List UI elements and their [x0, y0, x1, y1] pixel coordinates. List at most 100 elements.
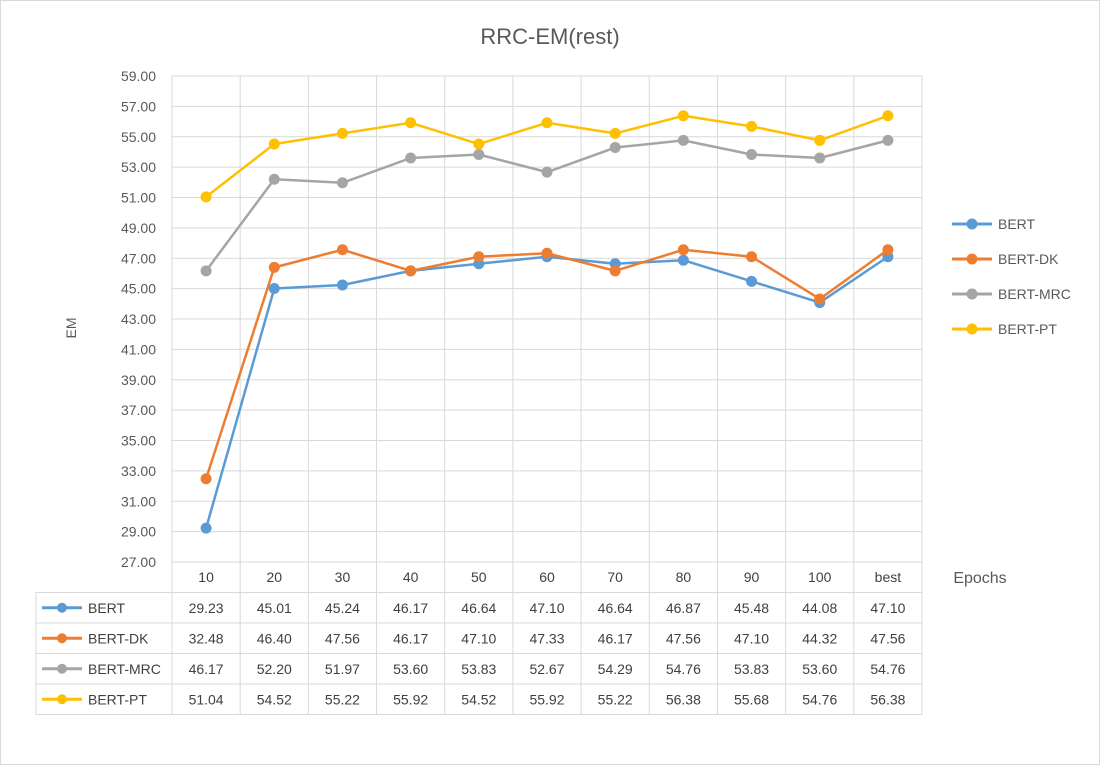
data-point — [814, 134, 826, 146]
data-point — [814, 293, 826, 305]
table-cell: 55.22 — [598, 691, 633, 707]
table-series-key-marker — [57, 633, 67, 644]
table-cell: 55.92 — [529, 691, 564, 707]
x-tick-label: 60 — [539, 569, 555, 585]
y-tick-label: 37.00 — [121, 402, 156, 418]
x-tick-label: 30 — [335, 569, 351, 585]
data-point — [746, 251, 758, 263]
table-cell: 45.48 — [734, 600, 769, 616]
y-tick-label: 29.00 — [121, 524, 156, 540]
table-cell: 47.10 — [529, 600, 564, 616]
data-point — [336, 244, 348, 256]
x-axis-title: Epochs — [953, 570, 1006, 587]
data-point — [200, 265, 212, 277]
table-series-name: BERT-MRC — [88, 661, 161, 677]
legend-key-marker — [966, 253, 978, 265]
legend-label: BERT-PT — [998, 321, 1057, 337]
table-cell: 56.38 — [666, 691, 701, 707]
legend-key-marker — [966, 288, 978, 300]
data-point — [746, 275, 758, 287]
table-cell: 45.01 — [257, 600, 292, 616]
data-point — [609, 127, 621, 139]
table-series-name: BERT-DK — [88, 630, 149, 646]
table-cell: 54.76 — [870, 661, 905, 677]
data-point — [609, 265, 621, 277]
data-point — [336, 177, 348, 189]
table-series-name: BERT — [88, 600, 126, 616]
table-cell: 47.10 — [734, 630, 769, 646]
y-tick-label: 33.00 — [121, 463, 156, 479]
table-cell: 47.56 — [666, 630, 701, 646]
table-cell: 51.97 — [325, 661, 360, 677]
table-cell: 47.10 — [461, 630, 496, 646]
table-cell: 46.17 — [189, 661, 224, 677]
data-point — [677, 110, 689, 122]
table-series-key-marker — [57, 663, 67, 674]
data-point — [336, 127, 348, 139]
table-cell: 46.64 — [598, 600, 633, 616]
data-point — [405, 117, 417, 129]
table-cell: 44.32 — [802, 630, 837, 646]
y-tick-label: 51.00 — [121, 190, 156, 206]
table-series-name: BERT-PT — [88, 691, 147, 707]
data-point — [746, 120, 758, 132]
y-tick-label: 27.00 — [121, 554, 156, 570]
table-cell: 53.60 — [802, 661, 837, 677]
table-cell: 55.68 — [734, 691, 769, 707]
data-point — [609, 142, 621, 154]
y-tick-label: 49.00 — [121, 220, 156, 236]
y-tick-label: 53.00 — [121, 159, 156, 175]
data-point — [268, 138, 280, 150]
table-cell: 46.17 — [393, 600, 428, 616]
table-cell: 47.56 — [325, 630, 360, 646]
legend-key-marker — [966, 218, 978, 230]
y-tick-label: 59.00 — [121, 68, 156, 84]
table-cell: 46.87 — [666, 600, 701, 616]
table-cell: 32.48 — [189, 630, 224, 646]
table-cell: 54.29 — [598, 661, 633, 677]
data-point — [405, 152, 417, 164]
data-point — [200, 473, 212, 485]
series-bert-pt — [200, 110, 894, 203]
table-cell: 53.83 — [461, 661, 496, 677]
table-cell: 53.60 — [393, 661, 428, 677]
table-cell: 46.17 — [598, 630, 633, 646]
data-point — [473, 138, 485, 150]
data-point — [882, 244, 894, 256]
x-tick-label: 10 — [198, 569, 214, 585]
x-tick-label: 20 — [266, 569, 282, 585]
table-cell: 52.20 — [257, 661, 292, 677]
y-axis-ticks: 27.00 29.00 31.00 33.00 35.00 37.00 39.00 41.00… — [121, 68, 156, 570]
y-tick-label: 31.00 — [121, 493, 156, 509]
x-tick-label: 90 — [744, 569, 760, 585]
legend: BERT BERT-DK BERT-MRC BERT-PT — [952, 216, 1071, 337]
x-tick-label: 50 — [471, 569, 487, 585]
data-point — [268, 173, 280, 185]
x-tick-label: 40 — [403, 569, 419, 585]
data-point — [746, 149, 758, 161]
table-cell: 54.52 — [461, 691, 496, 707]
gridlines — [171, 75, 923, 593]
legend-label: BERT — [998, 216, 1036, 232]
series-bert — [200, 251, 894, 534]
table-cell: 54.76 — [802, 691, 837, 707]
series-bert-dk — [200, 244, 894, 485]
data-point — [268, 282, 280, 294]
table-series-key-marker — [57, 602, 67, 613]
table-cell: 56.38 — [870, 691, 905, 707]
table-cell: 52.67 — [529, 661, 564, 677]
table-cell: 54.76 — [666, 661, 701, 677]
chart-title: RRC-EM(rest) — [480, 24, 619, 49]
data-point — [677, 134, 689, 146]
y-tick-label: 39.00 — [121, 372, 156, 388]
legend-key-marker — [966, 323, 978, 335]
data-table: 10 20 30 40 50 60 70 80 90 100 best BERT 29.23 45.01 4… — [35, 569, 923, 715]
x-tick-label: best — [875, 569, 902, 585]
x-tick-label: 70 — [607, 569, 623, 585]
table-cell: 55.22 — [325, 691, 360, 707]
data-point — [541, 117, 553, 129]
table-cell: 46.64 — [461, 600, 496, 616]
series-lines — [200, 110, 894, 534]
table-cell: 44.08 — [802, 600, 837, 616]
x-tick-label: 80 — [676, 569, 692, 585]
